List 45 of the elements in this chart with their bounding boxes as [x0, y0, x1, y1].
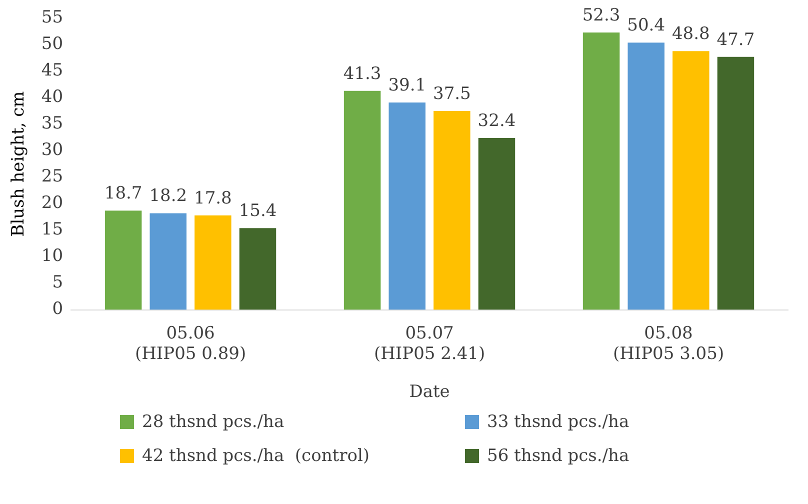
bar — [388, 102, 426, 310]
y-tick-label: 10 — [41, 246, 64, 266]
bar — [717, 56, 754, 310]
y-tick-label: 15 — [41, 220, 64, 240]
bar — [239, 228, 276, 310]
y-tick-label: 20 — [41, 193, 64, 214]
data-label: 17.8 — [194, 188, 232, 208]
legend-label: 42 thsnd pcs./ha (control) — [141, 446, 371, 466]
y-tick-label: 5 — [52, 272, 64, 293]
bar — [150, 213, 186, 310]
data-label: 32.4 — [478, 110, 516, 131]
y-tick-label: 50 — [41, 34, 64, 54]
bar — [672, 51, 710, 310]
bar — [344, 90, 381, 310]
data-label: 15.4 — [238, 201, 277, 222]
legend-label: 33 thsnd pcs./ha — [486, 412, 630, 432]
data-label: 47.7 — [716, 30, 755, 50]
y-tick-label: 40 — [41, 87, 64, 108]
data-label: 18.2 — [149, 186, 188, 206]
x-tick-label: 05.06 (HIP05 0.89) — [134, 323, 246, 364]
bar — [104, 210, 142, 310]
data-label: 39.1 — [388, 75, 426, 96]
data-label: 48.8 — [672, 24, 710, 44]
data-label: 18.7 — [104, 184, 142, 204]
x-axis-title: Date — [409, 382, 450, 402]
legend-label: 28 thsnd pcs./ha — [141, 412, 286, 432]
data-label: 50.4 — [627, 16, 666, 36]
y-tick-label: 55 — [41, 8, 64, 28]
y-tick-label: 0 — [52, 299, 64, 320]
bar — [628, 42, 664, 310]
y-axis-title: Blush height, cm — [8, 91, 29, 237]
y-tick-label: 45 — [41, 60, 64, 81]
legend-label: 56 thsnd pcs./ha — [486, 446, 630, 466]
y-tick-label: 30 — [41, 140, 64, 160]
y-tick-label: 35 — [41, 114, 64, 134]
bar — [434, 110, 470, 310]
bar — [478, 138, 516, 310]
x-tick-label: 05.08 (HIP05 3.05) — [612, 323, 724, 364]
x-tick-label: 05.07 (HIP05 2.41) — [374, 323, 486, 364]
data-label: 41.3 — [343, 64, 382, 84]
data-label: 52.3 — [582, 5, 620, 26]
bar — [194, 215, 232, 310]
data-label: 37.5 — [432, 84, 471, 104]
bar — [582, 32, 620, 310]
y-tick-label: 25 — [41, 166, 64, 187]
